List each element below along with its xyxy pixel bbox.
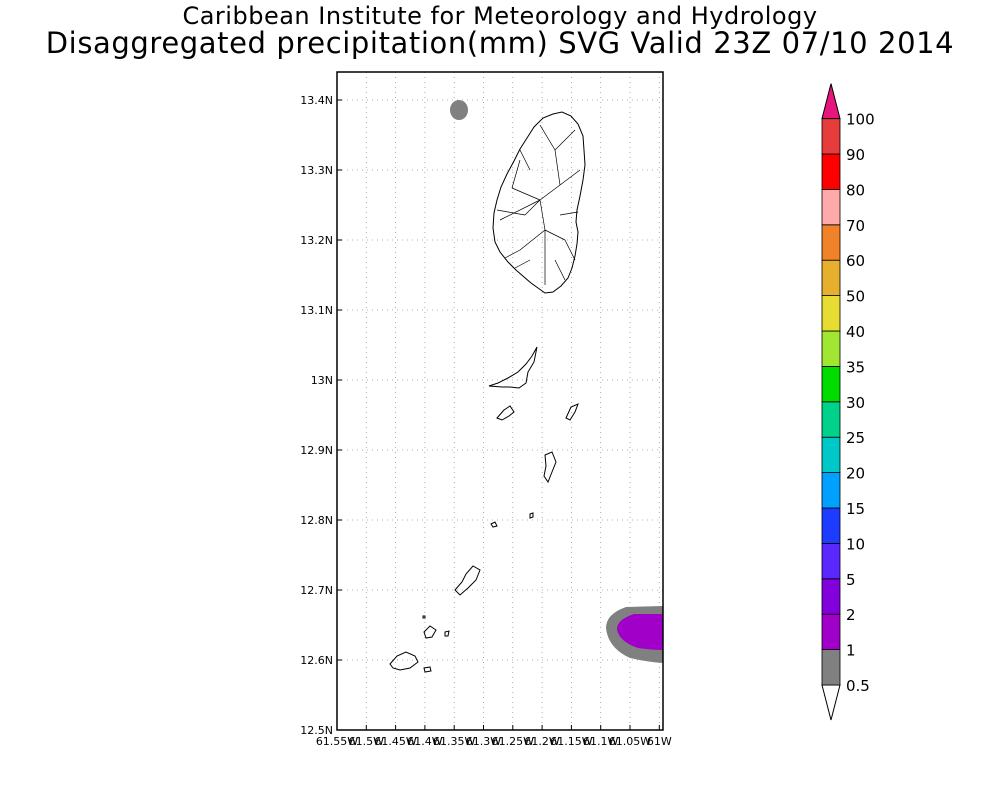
map-frame [336,71,664,731]
lon-tick-label: 61.25W [492,735,534,748]
island-small-4 [529,512,534,519]
lat-tick-label: 13.2N [300,234,333,247]
island-small-5 [423,625,437,639]
colorbar-label: 100 [846,111,875,129]
island-small-7 [423,666,432,673]
island-small-6 [444,630,450,637]
island-petite-martinique [389,651,419,671]
colorbar-segment [821,259,841,297]
island-bequia [488,346,538,389]
colorbar-label: 15 [846,500,865,518]
colorbar-label: 0.5 [846,677,870,695]
colorbar-lower-arrow [821,684,841,721]
lat-tick-label: 13.3N [300,164,333,177]
colorbar-segment [821,613,841,651]
lat-tick-label: 12.9N [300,444,333,457]
colorbar-segment [821,330,841,367]
colorbar-segment [821,365,841,403]
lon-tick-label: 61W [647,735,672,748]
colorbar-label: 60 [846,252,865,270]
colorbar-label: 5 [846,571,856,589]
colorbar-label: 25 [846,429,865,447]
colorbar-label: 1 [846,642,856,660]
colorbar-segment [821,507,841,544]
colorbar-segment [821,649,841,686]
island-small-3 [490,521,498,528]
colorbar-segment [821,436,841,474]
colorbar-label: 50 [846,288,865,306]
lat-tick-label: 12.5N [300,724,333,737]
colorbar-segment [821,401,841,438]
lat-tick-label: 12.8N [300,514,333,527]
colorbar-label: 2 [846,606,856,624]
colorbar-segment [821,295,841,332]
colorbar-segment [821,224,841,261]
lon-tick-label: 61.15W [550,735,592,748]
island-small-8 [422,615,426,619]
lon-tick-label: 61.45W [374,735,416,748]
colorbar-label: 90 [846,146,865,164]
latitude-axis: 13.4N 13.3N 13.2N 13.1N 13N 12.9N 12.8N 12.7N 12… [300,94,342,737]
colorbar-label: 10 [846,535,865,553]
lon-tick-label: 61.4W [407,735,442,748]
lat-tick-label: 13.4N [300,94,333,107]
lat-tick-label: 12.6N [300,654,333,667]
island-carriacou [454,565,481,596]
colorbar-segment [821,543,841,580]
colorbar-label: 30 [846,394,865,412]
lon-tick-label: 61.5W [349,735,384,748]
precip-area-small-north [450,100,468,120]
lat-tick-label: 13N [311,374,333,387]
colorbar-segment [821,153,841,190]
lon-tick-label: 61.55W [316,735,358,748]
lat-tick-label: 13.1N [300,304,333,317]
island-canouan [543,451,557,484]
longitude-axis: 61.55W61.5W61.45W61.4W61.35W61.3W61.25W6… [316,725,672,748]
lon-tick-label: 61.2W [524,735,559,748]
colorbar-label: 20 [846,465,865,483]
colorbar-label: 70 [846,217,865,235]
precipitation-areas [450,100,663,663]
lat-tick-label: 12.7N [300,584,333,597]
title-line-2: Disaggregated precipitation(mm) SVG Vali… [45,26,955,60]
colorbar-segment [821,188,841,226]
title-line-1: Caribbean Institute for Meteorology and … [182,2,818,30]
colorbar-label: 35 [846,358,865,376]
colorbar-segment [821,578,841,615]
colorbar-upper-arrow [821,83,841,120]
island-small-2 [565,403,579,421]
island-small-1 [496,405,515,421]
lon-tick-label: 61.05W [609,735,651,748]
islands [389,111,586,673]
island-saint-vincent [492,111,586,294]
lon-tick-label: 61.35W [433,735,475,748]
lon-tick-label: 61.1W [583,735,618,748]
colorbar-segment [821,118,841,155]
colorbar-segment [821,472,841,509]
lon-tick-label: 61.3W [466,735,501,748]
precip-area-southeast-inner [616,614,663,650]
colorbar-label: 80 [846,181,865,199]
colorbar-label: 40 [846,323,865,341]
